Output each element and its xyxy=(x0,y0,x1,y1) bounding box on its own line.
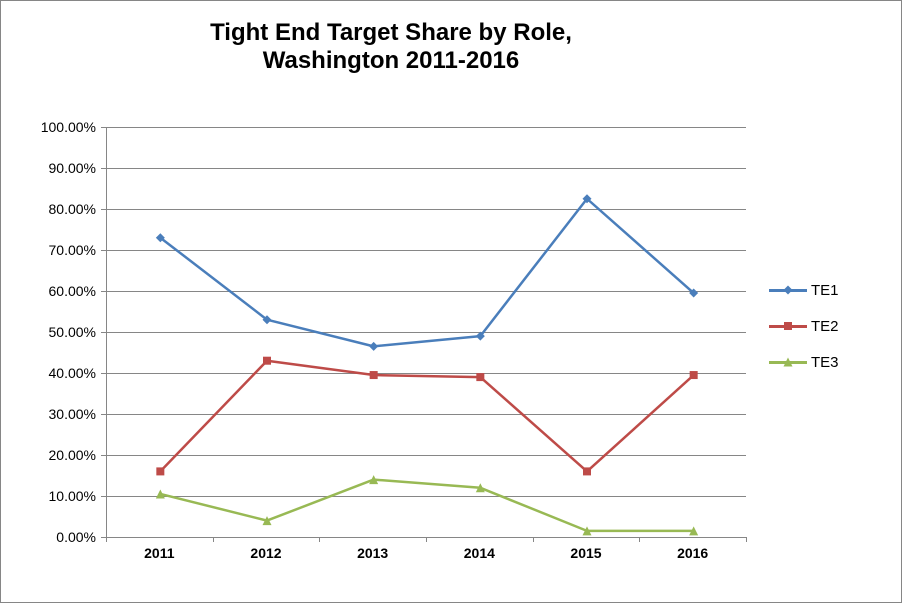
series-marker-te2 xyxy=(156,467,164,475)
title-line-2: Washington 2011-2016 xyxy=(263,47,520,74)
series-marker-te2 xyxy=(263,357,271,365)
x-tick-label: 2015 xyxy=(570,545,601,561)
y-tick-label: 80.00% xyxy=(6,201,96,217)
y-tick-label: 90.00% xyxy=(6,160,96,176)
y-tick-label: 20.00% xyxy=(6,447,96,463)
y-tick-label: 70.00% xyxy=(6,242,96,258)
legend-item-te1: TE1 xyxy=(769,281,839,299)
x-tick-label: 2012 xyxy=(250,545,281,561)
y-tick-label: 30.00% xyxy=(6,406,96,422)
y-tick-label: 0.00% xyxy=(6,529,96,545)
title-line-1: Tight End Target Share by Role, xyxy=(210,19,572,46)
chart-frame: Tight End Target Share by Role,Washingto… xyxy=(0,0,902,603)
series-line-te1 xyxy=(160,199,693,347)
x-tick-label: 2011 xyxy=(144,545,174,561)
legend-label: TE1 xyxy=(811,282,839,299)
y-tick-label: 100.00% xyxy=(6,119,96,135)
legend-item-te2: TE2 xyxy=(769,317,839,335)
legend-item-te3: TE3 xyxy=(769,353,839,371)
legend-label: TE2 xyxy=(811,318,839,335)
y-tick-label: 50.00% xyxy=(6,324,96,340)
y-tick-label: 60.00% xyxy=(6,283,96,299)
x-tick-label: 2014 xyxy=(464,545,495,561)
series-marker-te2 xyxy=(476,373,484,381)
legend-swatch xyxy=(769,353,807,371)
series-line-te2 xyxy=(160,361,693,472)
series-line-te3 xyxy=(160,480,693,531)
x-tick-label: 2016 xyxy=(677,545,708,561)
y-tick-label: 10.00% xyxy=(6,488,96,504)
legend-label: TE3 xyxy=(811,354,839,371)
series-marker-te1 xyxy=(369,342,378,351)
legend-swatch xyxy=(769,281,807,299)
legend: TE1 TE2 TE3 xyxy=(769,281,839,389)
series-marker-te2 xyxy=(583,467,591,475)
series-marker-te2 xyxy=(690,371,698,379)
y-tick-label: 40.00% xyxy=(6,365,96,381)
chart-svg xyxy=(107,127,747,537)
plot-area xyxy=(106,127,747,538)
legend-swatch xyxy=(769,317,807,335)
series-marker-te2 xyxy=(370,371,378,379)
chart-title: Tight End Target Share by Role,Washingto… xyxy=(1,19,781,74)
x-tick-label: 2013 xyxy=(357,545,388,561)
